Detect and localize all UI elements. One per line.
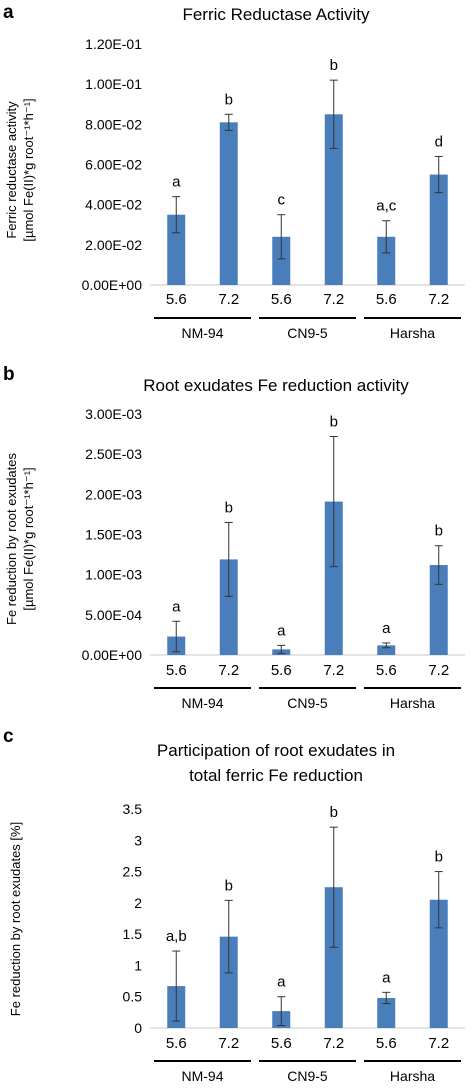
panel-b-bar	[219, 559, 238, 655]
panel-b-category-label: 5.6	[271, 662, 292, 679]
panel-a-group-label: NM-94	[181, 325, 223, 341]
panel-a-category-label: 7.2	[323, 291, 344, 308]
panel-a-significance-label: a,c	[376, 198, 397, 215]
panel-b-bar	[377, 645, 396, 655]
panel-b-significance-label: a	[382, 620, 391, 637]
panel-a-ylabel-line-1: Ferric reductase activity	[4, 101, 19, 239]
panel-a-ytick-label: 0.00E+00	[82, 277, 143, 293]
panel-b-ylabel: Fe reduction by root exudates [µmol Fe(II…	[4, 453, 36, 625]
panel-b-category-label: 7.2	[323, 662, 344, 679]
panel-a-group-label: CN9-5	[287, 325, 328, 341]
panel-c-bar	[324, 887, 343, 1028]
panel-c-title-line-2: total ferric Fe reduction	[189, 766, 363, 785]
panel-b-ylabel-line-1: Fe reduction by root exudates	[4, 453, 19, 625]
panel-a-ytick-label: 1.20E-01	[85, 36, 142, 52]
panel-b-significance-label: a	[172, 598, 181, 615]
panel-c-ytick-label: 3.5	[123, 801, 143, 817]
panel-a-bar	[429, 174, 448, 285]
panel-a-bar	[219, 122, 238, 285]
panel-c-category-label: 5.6	[166, 1035, 187, 1052]
panel-b-significance-label: b	[435, 523, 443, 540]
panel-c-bar	[219, 936, 238, 1028]
panel-b-ytick-label: 5.00E-04	[85, 607, 142, 623]
panel-b-group-label: NM-94	[181, 695, 223, 711]
panel-c-ylabel: Fe reduction by root exudates [%]	[8, 822, 23, 1016]
panel-c-ytick-label: 1.5	[123, 926, 143, 942]
panel-b-category-label: 5.6	[376, 662, 397, 679]
panel-c-category-label: 5.6	[271, 1035, 292, 1052]
panel-b-category-label: 7.2	[218, 662, 239, 679]
panel-b-ylabel-line-2: [µmol Fe(II)*g root⁻¹*h⁻¹]	[21, 467, 36, 610]
panel-a-category-label: 7.2	[428, 291, 449, 308]
panel-a-ytick-label: 6.00E-02	[85, 157, 142, 173]
panel-a-category-label: 5.6	[271, 291, 292, 308]
chart-panel-b: b Root exudates Fe reduction activity Fe r…	[3, 364, 465, 711]
panel-c-ytick-label: 1	[134, 957, 142, 973]
chart-panel-c: c Participation of root exudates in total …	[3, 726, 465, 1084]
panel-a-ytick-label: 4.00E-02	[85, 197, 142, 213]
panel-a-bar	[167, 214, 186, 285]
panel-a-category-label: 5.6	[376, 291, 397, 308]
panel-b-bar	[429, 565, 448, 655]
panel-b-bar	[324, 501, 343, 655]
panel-c-title-line-1: Participation of root exudates in	[157, 741, 395, 760]
panel-a-category-label: 7.2	[218, 291, 239, 308]
panel-c-category-label: 5.6	[376, 1035, 397, 1052]
panel-b-ytick-label: 0.00E+00	[82, 647, 143, 663]
panel-a-significance-label: c	[278, 192, 286, 209]
panel-c-bar	[429, 899, 448, 1028]
panel-b-letter: b	[3, 364, 15, 385]
panel-b-ytick-label: 1.00E-03	[85, 567, 142, 583]
panel-a-ytick-label: 8.00E-02	[85, 116, 142, 132]
panel-c-group-label: NM-94	[181, 1068, 223, 1084]
panel-b-significance-label: b	[225, 499, 233, 516]
panel-b-ytick-label: 2.50E-03	[85, 446, 142, 462]
panel-c-significance-label: b	[435, 849, 443, 866]
panel-c-letter: c	[3, 726, 14, 747]
panel-a-ytick-label: 2.00E-02	[85, 237, 142, 253]
panel-c-bar	[377, 997, 396, 1028]
panel-a-significance-label: b	[225, 91, 233, 108]
panel-c-significance-label: a	[277, 974, 286, 991]
panel-c-category-label: 7.2	[323, 1035, 344, 1052]
panel-a-group-label: Harsha	[390, 325, 435, 341]
chart-panel-a: a Ferric Reductase Activity Ferric reducta…	[3, 2, 465, 341]
panel-c-group-label: CN9-5	[287, 1068, 328, 1084]
panel-c-ylabel-line-1: Fe reduction by root exudates [%]	[8, 822, 23, 1016]
panel-a-bar	[272, 236, 291, 285]
panel-a-ytick-label: 1.00E-01	[85, 76, 142, 92]
panel-a-significance-label: d	[435, 133, 443, 150]
panel-a-bar	[377, 236, 396, 285]
panel-a-ylabel: Ferric reductase activity [µmol Fe(II)*g …	[4, 98, 36, 241]
panel-b-category-label: 5.6	[166, 662, 187, 679]
panel-a-ylabel-line-2: [µmol Fe(II)*g root⁻¹*h⁻¹]	[21, 98, 36, 241]
panel-c-significance-label: a	[382, 969, 391, 986]
panel-a-significance-label: b	[330, 57, 338, 74]
panel-b-ytick-label: 2.00E-03	[85, 486, 142, 502]
panel-c-significance-label: a,b	[166, 928, 187, 945]
panel-c-significance-label: b	[330, 804, 338, 821]
panel-c-ytick-label: 0	[134, 1020, 142, 1036]
panel-b-group-label: Harsha	[390, 695, 435, 711]
panel-c-ytick-label: 0.5	[123, 989, 143, 1005]
panel-b-group-label: CN9-5	[287, 695, 328, 711]
panel-a-bar	[324, 114, 343, 286]
panel-b-significance-label: a	[277, 622, 286, 639]
panel-b-significance-label: b	[330, 413, 338, 430]
panel-c-group-label: Harsha	[390, 1068, 435, 1084]
panel-c-category-label: 7.2	[218, 1035, 239, 1052]
panel-a-title: Ferric Reductase Activity	[182, 5, 370, 24]
panel-c-significance-label: b	[225, 877, 233, 894]
panel-c-ytick-label: 3	[134, 832, 142, 848]
panel-b-category-label: 7.2	[428, 662, 449, 679]
panel-c-category-label: 7.2	[428, 1035, 449, 1052]
panel-b-ytick-label: 1.50E-03	[85, 527, 142, 543]
panel-a-category-label: 5.6	[166, 291, 187, 308]
panel-a-letter: a	[3, 2, 14, 23]
panel-a-significance-label: a	[172, 174, 181, 191]
panel-c-ytick-label: 2	[134, 895, 142, 911]
panel-c-ytick-label: 2.5	[123, 864, 143, 880]
panel-b-title: Root exudates Fe reduction activity	[143, 376, 409, 395]
panel-b-ytick-label: 3.00E-03	[85, 406, 142, 422]
